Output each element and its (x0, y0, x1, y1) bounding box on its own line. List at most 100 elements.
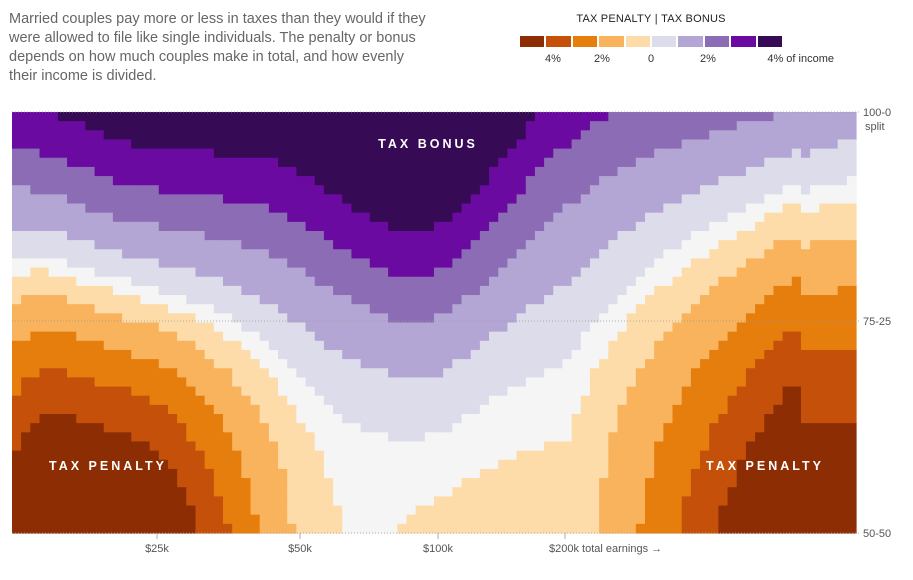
heatmap-cell (645, 395, 655, 406)
heatmap-cell (186, 203, 197, 214)
heatmap-cell (819, 203, 830, 214)
heatmap-cell (553, 130, 564, 141)
heatmap-cell (268, 285, 279, 296)
heatmap-cell (287, 276, 297, 287)
heatmap-cell (562, 523, 573, 534)
heatmap-cell (645, 496, 655, 507)
heatmap-cell (498, 377, 508, 388)
heatmap-cell (654, 121, 664, 131)
heatmap-cell (232, 267, 242, 278)
heatmap-cell (800, 468, 811, 479)
heatmap-cell (443, 395, 453, 406)
heatmap-cell (727, 157, 738, 168)
heatmap-cell (846, 194, 857, 205)
heatmap-cell (76, 276, 86, 287)
heatmap-cell (700, 176, 710, 186)
heatmap-cell (195, 505, 206, 516)
heatmap-cell (507, 157, 518, 168)
heatmap-cell (48, 414, 59, 424)
heatmap-cell (388, 514, 398, 525)
heatmap-cell (608, 496, 619, 507)
heatmap-cell (635, 285, 646, 296)
heatmap-cell (122, 166, 132, 177)
heatmap-cell (645, 313, 655, 324)
heatmap-cell (342, 505, 353, 516)
heatmap-cell (177, 478, 187, 488)
heatmap-cell (167, 468, 178, 479)
heatmap-cell (360, 148, 371, 159)
heatmap-cell (112, 230, 123, 241)
heatmap-cell (645, 487, 655, 497)
heatmap-cell (158, 523, 169, 534)
heatmap-cell (800, 349, 811, 360)
heatmap-cell (773, 386, 784, 397)
heatmap-cell (103, 276, 114, 287)
heatmap-cell (819, 340, 830, 351)
heatmap-cell (67, 478, 77, 488)
heatmap-cell (30, 423, 41, 433)
heatmap-cell (635, 340, 646, 351)
heatmap-cell (589, 414, 600, 424)
heatmap-cell (635, 203, 646, 214)
heatmap-cell (195, 459, 206, 470)
heatmap-cell (690, 112, 701, 122)
heatmap-cell (507, 148, 518, 159)
legend-swatch (572, 36, 598, 47)
heatmap-cell (837, 505, 848, 516)
heatmap-cell (654, 295, 664, 305)
heatmap-cell (388, 313, 398, 324)
heatmap-cell (443, 285, 453, 296)
heatmap-cell (810, 194, 820, 205)
heatmap-cell (663, 404, 674, 415)
heatmap-cell (782, 386, 793, 397)
heatmap-cell (544, 331, 554, 342)
heatmap-cell (259, 313, 270, 324)
heatmap-cell (296, 194, 307, 205)
heatmap-cell (360, 414, 371, 424)
heatmap-cell (819, 432, 830, 443)
heatmap-cell (287, 176, 297, 186)
heatmap-cell (424, 322, 435, 333)
heatmap-cell (406, 423, 417, 433)
heatmap-cell (837, 240, 848, 250)
heatmap-cell (562, 487, 573, 497)
heatmap-cell (94, 441, 105, 452)
heatmap-cell (378, 258, 389, 269)
heatmap-cell (112, 432, 123, 443)
heatmap-cell (663, 349, 674, 360)
heatmap-cell (204, 166, 215, 177)
heatmap-cell (736, 148, 747, 159)
heatmap-cell (690, 176, 701, 186)
heatmap-cell (617, 121, 628, 131)
heatmap-cell (268, 221, 279, 232)
heatmap-cell (223, 423, 233, 433)
heatmap-cell (259, 304, 270, 314)
heatmap-cell (67, 148, 77, 159)
heatmap-cell (461, 221, 472, 232)
heatmap-cell (599, 340, 609, 351)
heatmap-cell (259, 285, 270, 296)
heatmap-cell (342, 468, 353, 479)
heatmap-cell (608, 249, 619, 260)
heatmap-cell (452, 441, 463, 452)
heatmap-cell (177, 157, 187, 168)
heatmap-cell (131, 441, 142, 452)
heatmap-cell (57, 459, 68, 470)
heatmap-cell (810, 423, 820, 433)
heatmap-cell (461, 112, 472, 122)
heatmap-cell (140, 505, 151, 516)
heatmap-cell (232, 377, 242, 388)
heatmap-cell (388, 249, 398, 260)
heatmap-cell (48, 230, 59, 241)
heatmap-cell (287, 166, 297, 177)
heatmap-cell (39, 322, 50, 333)
heatmap-cell (608, 240, 619, 250)
heatmap-cell (333, 487, 343, 497)
heatmap-cell (434, 203, 444, 214)
heatmap-cell (259, 194, 270, 205)
heatmap-cell (819, 423, 830, 433)
heatmap-cell (232, 478, 242, 488)
heatmap-cell (479, 276, 490, 287)
heatmap-cell (755, 203, 765, 214)
heatmap-cell (76, 368, 86, 379)
